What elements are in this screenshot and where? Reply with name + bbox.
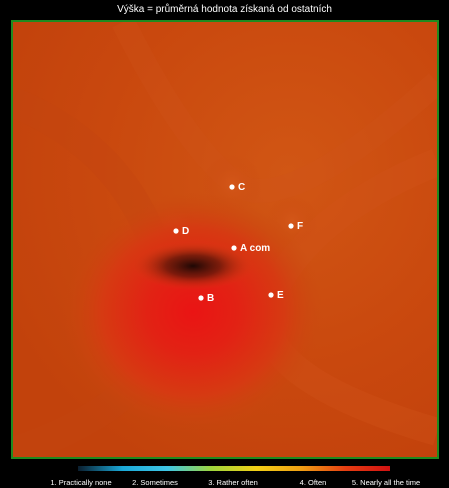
height-map-canvas[interactable]: C D F A com B E xyxy=(13,22,437,457)
point-label-c: C xyxy=(238,182,245,193)
point-label-e: E xyxy=(277,290,284,301)
point-label-a: A com xyxy=(240,243,270,254)
color-scale-legend: 1. Practically none 2. Sometimes 3. Rath… xyxy=(0,478,449,488)
chart-title: Výška = průměrná hodnota získaná od osta… xyxy=(117,4,332,15)
scale-label-3: 3. Rather often xyxy=(208,478,258,487)
data-point-d[interactable]: D xyxy=(173,226,189,237)
shadow-region xyxy=(133,242,253,290)
point-label-f: F xyxy=(297,221,303,232)
scale-label-2: 2. Sometimes xyxy=(132,478,178,487)
data-point-c[interactable]: C xyxy=(229,182,245,193)
data-point-a[interactable]: A com xyxy=(231,243,270,254)
scale-label-4: 4. Often xyxy=(299,478,327,487)
height-map-plot[interactable]: C D F A com B E xyxy=(11,20,439,459)
point-label-d: D xyxy=(182,226,189,237)
color-scale-bar xyxy=(78,466,390,471)
scale-label-1: 1. Practically none xyxy=(50,478,112,487)
data-point-f[interactable]: F xyxy=(288,221,303,232)
hotspot xyxy=(63,192,323,432)
data-point-e[interactable]: E xyxy=(268,290,284,301)
data-point-b[interactable]: B xyxy=(198,293,214,304)
point-label-b: B xyxy=(207,293,214,304)
scale-label-5: 5. Nearly all the time xyxy=(351,478,421,487)
